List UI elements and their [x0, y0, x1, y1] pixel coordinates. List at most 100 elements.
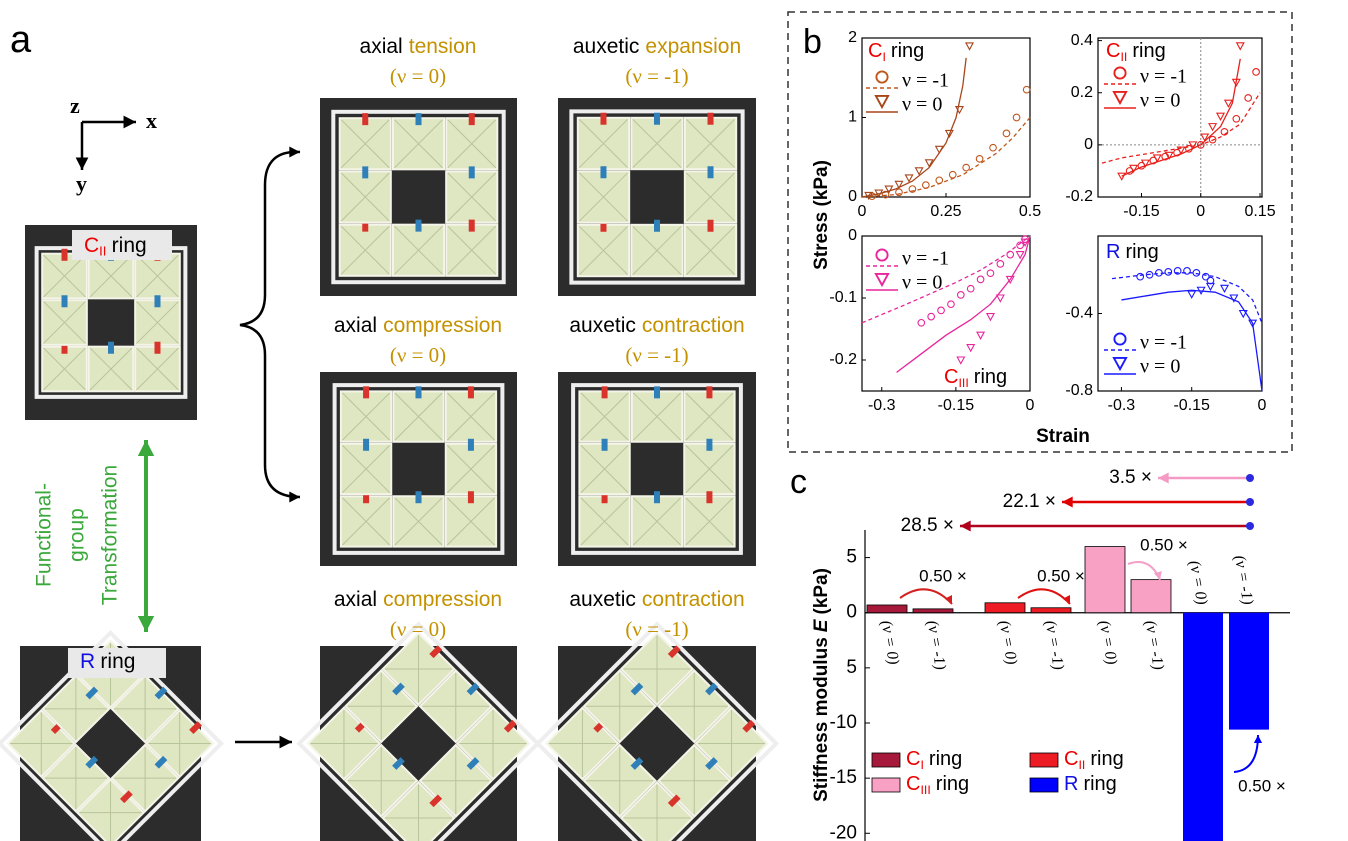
marker	[1245, 95, 1252, 102]
y-tick-label: 0.4	[1071, 32, 1093, 49]
arrow-head	[1062, 497, 1073, 508]
marker	[1217, 113, 1224, 120]
marker	[1017, 252, 1024, 259]
arrow-head	[280, 736, 292, 749]
marker	[923, 182, 930, 189]
marker	[948, 301, 955, 308]
marker	[1165, 269, 1172, 276]
fit-line	[862, 118, 1030, 198]
transformation-label: group	[66, 508, 89, 562]
caption-nu: (ν = -1)	[625, 343, 688, 367]
ring-label: Rring	[1064, 773, 1117, 795]
caption-mode: axial	[334, 314, 377, 337]
y-tick-label: -0.1	[829, 289, 857, 306]
ratio-label: 28.5 ×	[901, 515, 954, 536]
ratio-label: 0.50 ×	[919, 566, 967, 585]
bar	[1085, 547, 1125, 613]
marker	[1166, 152, 1173, 159]
ring-sub: I	[882, 50, 885, 64]
hinge	[416, 491, 422, 503]
ring-rest: ring	[1083, 773, 1116, 795]
arrow-head	[124, 116, 136, 129]
ratio-arrow	[1018, 589, 1070, 604]
hinge	[600, 166, 606, 178]
ring-rest: ring	[929, 748, 962, 770]
marker	[1130, 165, 1137, 172]
y-tick-label: 2	[848, 29, 857, 46]
legend-marker	[876, 249, 887, 260]
caption-nu: (ν = 0)	[390, 617, 446, 641]
bar	[1131, 580, 1171, 613]
caption-nu: (ν = -1)	[625, 64, 688, 88]
ring-main: C	[868, 40, 882, 62]
legend-swatch	[872, 753, 900, 767]
hinge	[708, 166, 714, 178]
x-tick-label: -0.3	[868, 397, 896, 414]
hinge	[416, 220, 422, 232]
x-tick-label: (ν = 0)	[1186, 559, 1210, 606]
hinge	[108, 342, 114, 354]
ring-main: C	[906, 748, 920, 770]
ylabel-symbol: E	[811, 618, 832, 632]
ring-rest: ring	[936, 773, 969, 795]
caption-nu: (ν = 0)	[390, 343, 446, 367]
bar	[913, 609, 953, 613]
panel-b-frame	[788, 12, 1292, 452]
ring-label: Rring	[1106, 241, 1159, 263]
legend-swatch	[1030, 753, 1058, 767]
hinge	[468, 439, 474, 451]
hinge	[468, 386, 474, 398]
hinge	[363, 439, 369, 451]
marker	[977, 332, 984, 339]
arrow-head	[1254, 735, 1262, 743]
legend-label: ν = 0	[1140, 356, 1180, 378]
ring-rest: ring	[974, 366, 1007, 388]
ring-sub: II	[1120, 50, 1127, 64]
x-tick-label: 0.25	[930, 203, 961, 220]
ring-main: C	[1106, 40, 1120, 62]
hinge	[602, 386, 608, 398]
y-tick-label: -0.2	[829, 351, 857, 368]
y-axis-label: Stress (kPa)	[811, 160, 832, 270]
ring-sub: I	[920, 758, 923, 772]
legend-label: ν = 0	[902, 272, 942, 294]
marker	[966, 43, 973, 50]
y-tick-label: -0.2	[1065, 188, 1093, 205]
caption-nu: (ν = 0)	[390, 64, 446, 88]
arrow-head	[289, 147, 300, 158]
hinge	[469, 166, 475, 178]
hinge	[602, 439, 608, 451]
hinge	[654, 220, 660, 232]
hinge	[708, 220, 714, 232]
x-tick-label: (ν = 0)	[995, 619, 1019, 666]
legend-label: ν = 0	[1140, 90, 1180, 112]
ring-main: C	[906, 773, 920, 795]
marker	[936, 177, 943, 184]
hinge	[363, 386, 369, 398]
caption: axial compression	[334, 314, 502, 337]
arrow-head	[289, 492, 300, 503]
x-tick-label: 0	[1196, 203, 1205, 220]
marker	[1137, 273, 1144, 280]
transformation-label: Functional-	[33, 483, 56, 587]
legend-label: ν = -1	[902, 70, 949, 92]
legend-marker	[1114, 358, 1126, 369]
caption-nu: (ν = -1)	[625, 617, 688, 641]
x-tick-label: 0.15	[1244, 203, 1275, 220]
ratio-arrow	[900, 589, 952, 604]
marker	[1209, 124, 1216, 131]
ring-rest: ring	[1125, 241, 1158, 263]
marker	[1233, 116, 1240, 123]
hinge	[654, 386, 660, 398]
caption-action: compression	[383, 314, 502, 337]
ring-label: CIIIring	[906, 773, 969, 797]
marker	[1193, 270, 1200, 277]
marker	[1184, 268, 1191, 275]
marker	[957, 357, 964, 364]
y-tick-label: 1	[848, 109, 857, 126]
x-tick-label: (ν = -1)	[1141, 619, 1166, 671]
x-tick-label: (ν = -1)	[1041, 619, 1066, 671]
marker	[949, 171, 956, 178]
ring-label: CIring	[906, 748, 962, 772]
y-tick-label: 5	[846, 547, 857, 568]
